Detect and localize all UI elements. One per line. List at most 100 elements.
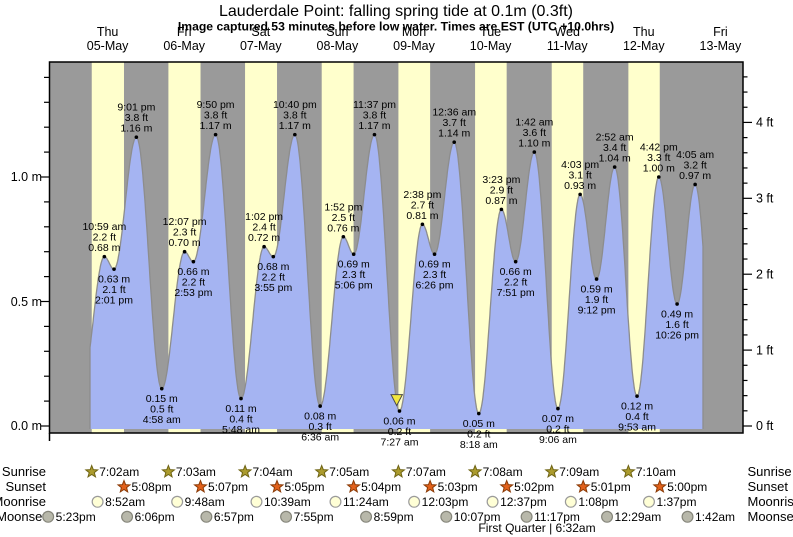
tide-low-label: 8:18 am [460,439,498,451]
sunset-time: 5:05pm [285,480,325,494]
moonset-icon [200,510,213,523]
y-right-tick-label: 4 ft [756,116,774,130]
tide-high-label: 2:38 pm [403,189,441,201]
tide-high-label: 1.16 m [120,123,152,135]
moonrise-time: 9:48am [185,495,225,509]
moonset-time: 10:07pm [454,510,501,524]
tide-point-dot [102,254,107,259]
tide-high-label: 4:42 pm [640,142,678,154]
tide-high-label: 1.04 m [599,153,631,165]
tide-high-label: 3.1 ft [568,169,591,181]
moonset-icon [440,510,453,523]
tide-point-dot [341,234,346,239]
tide-low-label: 2.3 ft [342,269,365,281]
tide-low-label: 0.68 m [257,261,289,273]
tide-high-label: 9:50 pm [197,99,235,111]
tide-point-dot [372,132,377,137]
tide-point-dot [182,249,187,254]
sunset-time: 5:01pm [591,480,631,494]
tide-low-label: 0.07 m [542,413,574,425]
tide-low-label: 9:53 am [618,422,656,434]
day-weekday: Sat [251,25,270,39]
tide-high-label: 0.72 m [248,232,280,244]
sunrise-time: 7:03am [176,465,216,479]
tide-low-label: 4:58 am [143,414,181,426]
moonset-icon [42,510,55,523]
tide-low-label: 0.2 ft [388,426,411,438]
tide-low-label: 2:53 pm [174,287,212,299]
moonrise-time: 8:52am [105,495,145,509]
sunset-icon [652,479,668,494]
sunrise-time: 7:02am [99,465,139,479]
tide-low-label: 0.66 m [177,266,209,278]
tide-low-label: 0.66 m [500,266,532,278]
sunset-icon [116,479,132,494]
tide-high-label: 12:07 pm [163,216,207,228]
y-left-tick-label: 0.5 m [11,295,42,309]
sunset-icon [269,479,285,494]
y-left-tick-label: 1.0 m [11,170,42,184]
tide-point-dot [239,396,243,401]
moonrise-icon [564,495,577,508]
tide-high-label: 12:36 am [432,107,476,119]
capture-time-triangle-icon [390,394,404,407]
day-date: 06-May [163,39,205,53]
tide-low-label: 2.3 ft [423,269,446,281]
sunrise-time: 7:10am [636,465,676,479]
sunset-icon [422,479,438,494]
tide-high-label: 1.00 m [643,163,675,175]
tide-low-label: 0.49 m [661,308,693,320]
day-weekday: Fri [713,25,728,39]
tide-low-label: 2:01 pm [95,295,133,307]
sunset-time: 5:07pm [208,480,248,494]
day-weekday: Fri [177,25,192,39]
tide-point-dot [635,394,639,398]
tide-low-label: 0.69 m [338,259,370,271]
y-axis-left: 1.0 m 0.5 m 0.0 m [11,170,42,433]
plot-frame [48,61,744,441]
day-weekday: Thu [97,25,119,39]
y-right-tick-label: 3 ft [756,192,774,206]
tide-high-label: 3.8 ft [125,112,148,124]
tide-point-dot [513,259,518,264]
tide-high-label: 1.17 m [279,120,311,132]
tide-point-dot [134,135,139,139]
tide-point-dot [159,386,164,391]
tide-low-label: 10:26 pm [655,329,699,341]
tide-low-label: 0.59 m [581,284,613,296]
tide-high-label: 3.2 ft [683,159,706,171]
sunset-time: 5:04pm [361,480,401,494]
tide-high-label: 3.4 ft [603,142,626,154]
sunrise-time: 7:05am [329,465,369,479]
moonrise-icon [408,495,421,508]
moonset-time: 5:23pm [56,510,96,524]
astronomy-events: 7:02am 7:03am 7:04am 7:05am 7:07am 7:08am 7:09… [42,464,735,524]
tide-high-label: 1.17 m [358,120,390,132]
tide-point-dot [499,207,504,212]
plot-border [48,61,744,434]
page-subtitle: Image captured 53 minutes before low wat… [178,20,614,34]
tide-high-label: 9:01 pm [117,102,155,114]
tide-low-label: 7:51 pm [497,287,535,299]
tide-high-label: 3.3 ft [647,152,670,164]
moonset-icon [520,510,533,523]
day-weekday: Mon [402,25,426,39]
tide-low-label: 1.9 ft [585,294,608,306]
moonrise-icon [642,495,655,508]
sunrise-icon [621,464,636,479]
tide-point-dot [112,267,116,271]
day-date: 07-May [240,39,282,53]
moonrise-time: 11:24am [343,495,389,509]
tide-high-label: 1:42 am [515,117,553,129]
day-weekday: Sun [326,25,348,39]
moonrise-icon [171,495,184,508]
moonrise-time: 12:03pm [422,495,469,509]
current-time-marker [390,394,404,407]
sunset-icon [575,479,591,494]
sunset-time: 5:08pm [131,480,171,494]
tide-low-label: 5:06 pm [335,280,373,292]
sunset-row-label-right: Sunset [748,479,789,494]
tide-low-label: 0.15 m [146,393,178,405]
